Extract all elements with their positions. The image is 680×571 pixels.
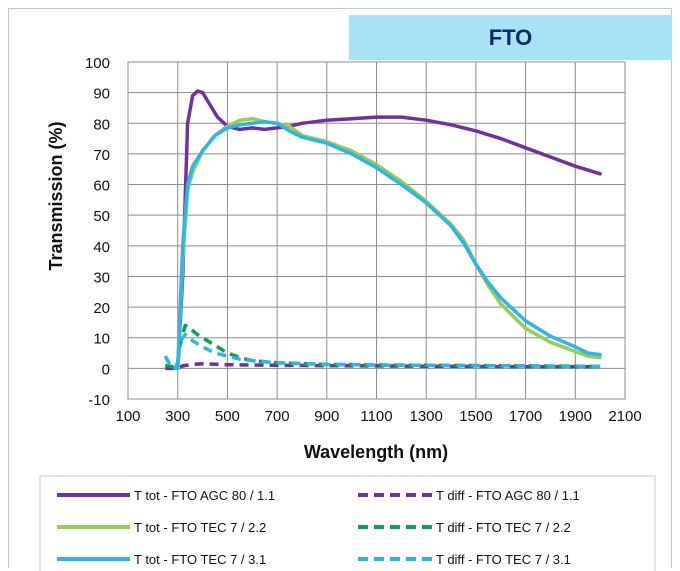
x-tick-label: 2100 bbox=[608, 408, 641, 425]
x-tick-label: 1900 bbox=[559, 408, 592, 425]
title-band: FTO bbox=[349, 15, 672, 60]
grid bbox=[127, 61, 626, 400]
series-line-2 bbox=[165, 362, 601, 371]
x-tick-label: 900 bbox=[314, 408, 339, 425]
legend-label: T diff - FTO TEC 7 / 3.1 bbox=[436, 552, 571, 567]
x-tick-label: 300 bbox=[165, 408, 190, 425]
x-tick-label: 1300 bbox=[410, 408, 443, 425]
x-tick-label: 700 bbox=[265, 408, 290, 425]
tick-labels: 100 300 500 700 900 1100 1300 1500 1700 1900 2100-… bbox=[85, 55, 642, 425]
x-tick-label: 1700 bbox=[509, 408, 542, 425]
x-axis-title: Wavelength (nm) bbox=[304, 442, 448, 462]
y-tick-label: 40 bbox=[93, 239, 110, 256]
x-tick-label: 1100 bbox=[360, 408, 392, 425]
legend-label: T tot - FTO TEC 7 / 3.1 bbox=[134, 552, 266, 567]
legend-label: T tot - FTO TEC 7 / 2.2 bbox=[134, 520, 266, 535]
legend-box bbox=[39, 475, 656, 571]
y-axis-title: Transmission (%) bbox=[46, 121, 66, 270]
series-line-5 bbox=[175, 119, 602, 371]
chart-frame bbox=[8, 8, 672, 568]
series-line-6 bbox=[163, 332, 601, 371]
y-tick-label: 10 bbox=[93, 331, 110, 348]
chart-title: FTO bbox=[488, 24, 533, 50]
x-tick-label: 1500 bbox=[459, 408, 492, 425]
y-tick-label: -10 bbox=[88, 392, 110, 409]
y-tick-label: 80 bbox=[93, 116, 110, 133]
legend-label: T diff - FTO AGC 80 / 1.1 bbox=[436, 488, 580, 503]
legend: T tot - FTO AGC 80 / 1.1 T diff - FTO AGC… bbox=[39, 475, 656, 571]
legend-label: T tot - FTO AGC 80 / 1.1 bbox=[134, 488, 275, 503]
legend-label: T diff - FTO TEC 7 / 2.2 bbox=[436, 520, 571, 535]
y-tick-label: 100 bbox=[85, 55, 110, 72]
y-tick-label: 50 bbox=[93, 208, 110, 225]
y-tick-label: 90 bbox=[93, 86, 110, 103]
series-lines bbox=[163, 89, 602, 371]
x-tick-label: 100 bbox=[115, 408, 140, 425]
y-tick-label: 30 bbox=[93, 269, 110, 286]
y-tick-label: 0 bbox=[102, 361, 110, 378]
y-tick-label: 20 bbox=[93, 300, 110, 317]
y-tick-label: 70 bbox=[93, 147, 110, 164]
x-tick-label: 500 bbox=[215, 408, 240, 425]
y-tick-label: 60 bbox=[93, 178, 110, 195]
